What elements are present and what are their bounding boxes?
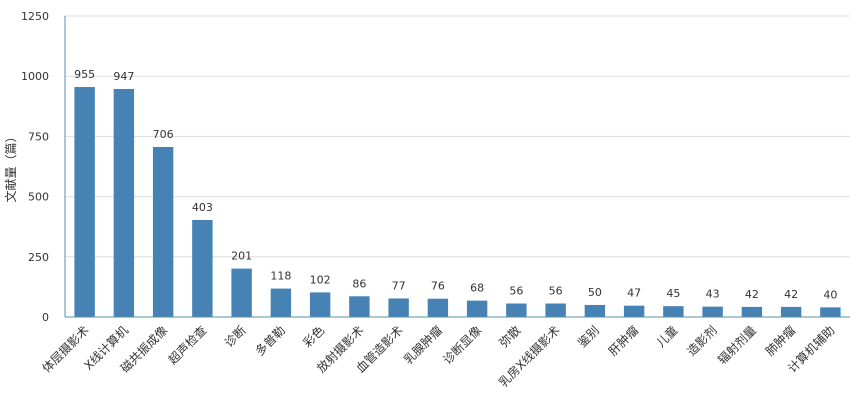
data-label: 706 [153,128,174,141]
data-labels: 955 947 706 403 201 118 102 86 77 76 68 56 56 50 47 45 4… [74,68,837,301]
bar [663,306,684,317]
data-label: 68 [470,282,484,295]
bar [152,146,174,317]
bar [584,304,606,317]
data-label: 947 [113,70,134,83]
data-label: 201 [231,250,252,263]
x-tick-label: 多普勒 [253,323,288,358]
bar [741,306,763,317]
data-label: 86 [352,277,366,290]
x-tick-label: 鉴别 [575,323,602,350]
bar [231,268,252,317]
x-tick-label: 彩色 [300,323,327,350]
data-label: 403 [192,201,213,214]
y-tick-label: 1000 [21,70,49,83]
bars [74,87,841,317]
y-axis-ticks: 0 250 500 750 1000 1250 [21,10,49,324]
data-label: 42 [784,288,798,301]
bar [506,303,527,317]
y-tick-label: 750 [28,130,49,143]
x-tick-label: 肺肿瘤 [762,323,798,359]
data-label: 40 [823,288,837,301]
bar [74,87,95,317]
y-tick-label: 250 [28,251,49,264]
bar [780,306,802,317]
bar [820,307,841,317]
y-tick-label: 1250 [21,10,49,23]
data-label: 118 [270,270,291,283]
y-tick-label: 0 [42,311,49,324]
data-label: 42 [745,288,759,301]
data-label: 76 [431,280,445,293]
x-tick-label: 诊断显像 [440,323,485,368]
x-tick-label: 体层摄影术 [39,323,92,376]
y-tick-label: 500 [28,191,49,204]
y-axis-title: 文献量（篇） [3,130,18,202]
bar [466,300,488,317]
bar [192,219,213,317]
data-label: 56 [509,285,523,298]
x-tick-label: 造影剂 [684,323,720,359]
data-label: 50 [588,286,602,299]
x-tick-label: 弥散 [496,323,524,351]
x-tick-label: 儿童 [653,323,681,351]
grid-lines [65,15,850,258]
x-tick-label: 超声检查 [165,323,210,368]
data-label: 955 [74,68,95,81]
x-tick-label: 辐射剂量 [714,323,759,368]
data-label: 47 [627,287,641,300]
bar [545,303,566,317]
bar [623,305,645,317]
data-label: 56 [549,285,563,298]
x-tick-label: 诊断 [221,323,249,351]
bar [309,292,331,317]
data-label: 45 [666,287,680,300]
bar [702,306,723,317]
bar [427,298,449,317]
data-label: 77 [392,279,406,292]
bar [388,298,409,317]
bar [270,288,292,317]
x-tick-label: 肝肿瘤 [605,323,641,359]
data-label: 43 [706,288,720,301]
bar [113,88,135,317]
x-tick-label: 乳腺肿瘤 [400,323,445,368]
data-label: 102 [310,273,331,286]
bar [349,296,370,317]
